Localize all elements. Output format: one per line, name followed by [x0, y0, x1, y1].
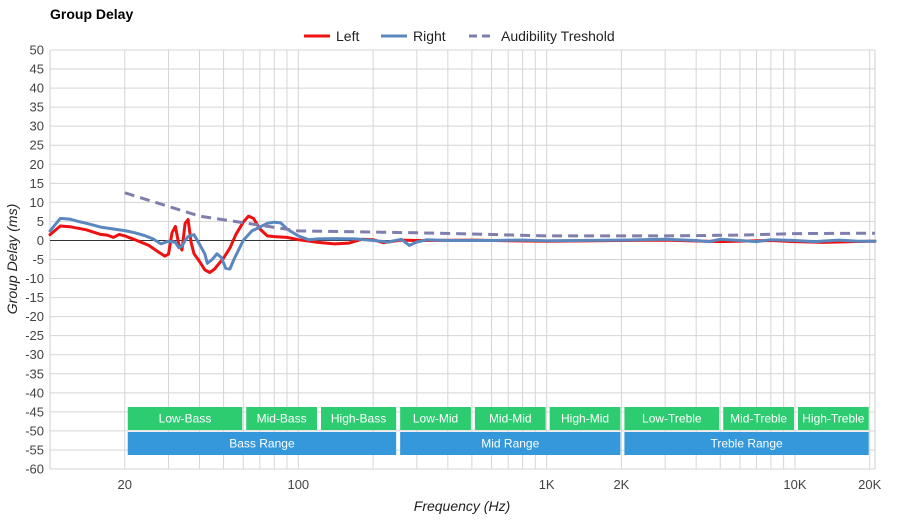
y-tick-label: 5 [37, 214, 44, 229]
y-tick-label: 45 [30, 62, 44, 77]
y-tick-label: -45 [25, 404, 44, 419]
y-tick-label: -40 [25, 385, 44, 400]
band-mid-bass: Mid-Bass [246, 407, 317, 430]
x-tick-label: 2K [613, 477, 629, 492]
band-label: Low-Bass [159, 412, 212, 426]
y-tick-label: -5 [32, 252, 44, 267]
series-line-left [48, 214, 877, 274]
y-tick-label: 35 [30, 100, 44, 115]
band-bar [246, 407, 317, 430]
legend-label: Right [413, 28, 446, 44]
band-label: Treble Range [710, 437, 783, 451]
y-tick-label: -30 [25, 347, 44, 362]
series-line-right [48, 216, 877, 271]
y-tick-label: 0 [37, 233, 44, 248]
legend-item-right: Right [381, 28, 446, 44]
legend: Left Right Audibility Treshold [304, 28, 615, 44]
gridlines [49, 49, 876, 470]
series-lines [48, 191, 877, 274]
band-bar [797, 407, 869, 430]
band-label: Bass Range [229, 437, 295, 451]
y-tick-label: -60 [25, 462, 44, 477]
band-label: Low-Treble [642, 412, 702, 426]
band-label: High-Bass [331, 412, 386, 426]
y-tick-label: -25 [25, 328, 44, 343]
y-tick-label: -55 [25, 442, 44, 457]
band-mid-mid: Mid-Mid [474, 407, 546, 430]
y-tick-label: 40 [30, 81, 44, 96]
band-low-bass: Low-Bass [127, 407, 243, 430]
y-axis-ticks: 50454035302520151050-5-10-15-20-25-30-35… [25, 43, 44, 477]
band-bar [474, 407, 546, 430]
band-bar [127, 432, 397, 455]
band-label: Mid-Mid [489, 412, 532, 426]
frequency-bands: Low-Bass Mid-Bass High-Bass Low-Mid Mid-Mid H… [127, 407, 869, 455]
band-bar [723, 407, 794, 430]
band-bar [400, 432, 621, 455]
band-low-mid: Low-Mid [400, 407, 471, 430]
y-tick-label: -50 [25, 423, 44, 438]
band-bar [127, 407, 243, 430]
band-bass-range: Bass Range [127, 432, 397, 455]
band-bar [624, 432, 869, 455]
band-bar [624, 407, 720, 430]
x-tick-label: 1K [539, 477, 555, 492]
band-low-treble: Low-Treble [624, 407, 720, 430]
band-high-mid: High-Mid [549, 407, 621, 430]
y-tick-label: 10 [30, 195, 44, 210]
y-tick-label: -10 [25, 271, 44, 286]
series-line-audibility-treshold [124, 191, 876, 238]
y-tick-label: 25 [30, 138, 44, 153]
band-bar [400, 407, 471, 430]
x-axis-title: Frequency (Hz) [414, 498, 510, 514]
y-tick-label: -15 [25, 290, 44, 305]
legend-item-left: Left [304, 28, 359, 44]
y-tick-label: -35 [25, 366, 44, 381]
band-treble-range: Treble Range [624, 432, 869, 455]
x-tick-label: 10K [783, 477, 806, 492]
band-label: Mid-Treble [730, 412, 787, 426]
legend-item-audibility-treshold: Audibility Treshold [469, 28, 615, 44]
x-tick-label: 100 [287, 477, 309, 492]
x-tick-label: 20 [118, 477, 132, 492]
x-tick-label: 20K [858, 477, 881, 492]
x-axis-ticks: 20 100 1K 2K 10K 20K [118, 477, 882, 492]
band-label: Mid-Bass [257, 412, 307, 426]
y-tick-label: -20 [25, 309, 44, 324]
band-bar [320, 407, 397, 430]
band-label: High-Mid [561, 412, 609, 426]
y-axis-title: Group Delay (ms) [4, 204, 20, 314]
band-label: High-Treble [802, 412, 865, 426]
y-tick-label: 15 [30, 176, 44, 191]
band-mid-treble: Mid-Treble [723, 407, 794, 430]
chart-title: Group Delay [50, 6, 133, 22]
band-mid-range: Mid Range [400, 432, 621, 455]
legend-label: Audibility Treshold [501, 28, 615, 44]
y-tick-label: 30 [30, 119, 44, 134]
y-tick-label: 20 [30, 157, 44, 172]
band-label: Low-Mid [413, 412, 458, 426]
band-bar [549, 407, 621, 430]
band-high-treble: High-Treble [797, 407, 869, 430]
legend-label: Left [336, 28, 359, 44]
band-label: Mid Range [481, 437, 539, 451]
band-high-bass: High-Bass [320, 407, 397, 430]
y-tick-label: 50 [30, 43, 44, 58]
